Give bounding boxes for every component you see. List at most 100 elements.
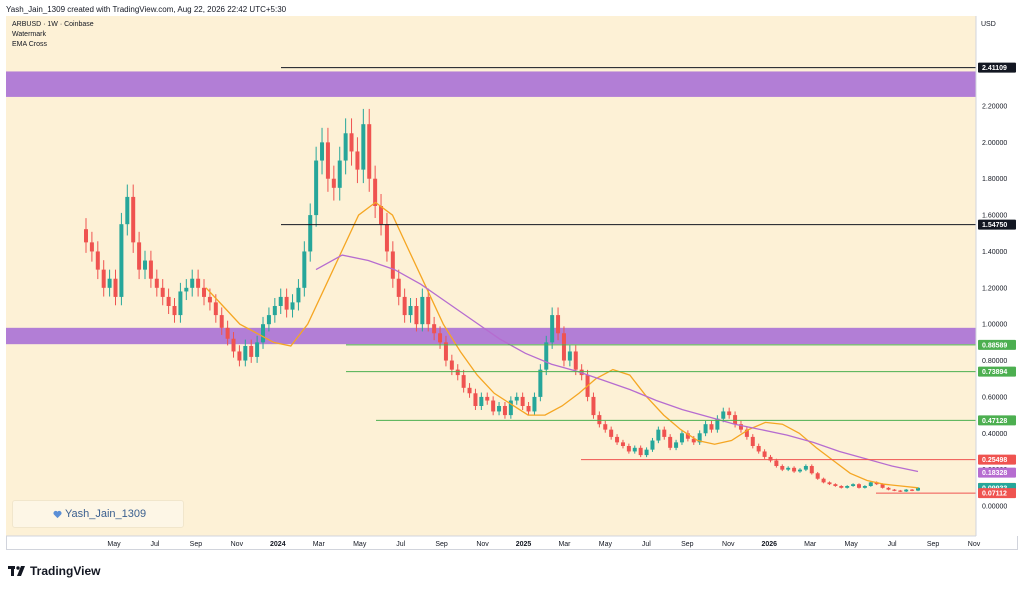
candle-up[interactable]: [420, 296, 425, 325]
candle-down[interactable]: [101, 269, 106, 288]
candle-up[interactable]: [538, 369, 543, 397]
candle-down[interactable]: [727, 411, 732, 416]
candle-down[interactable]: [485, 396, 490, 401]
candle-down[interactable]: [325, 142, 330, 179]
candle-down[interactable]: [467, 387, 472, 394]
candle-down[interactable]: [668, 436, 673, 448]
candle-up[interactable]: [544, 342, 549, 370]
candle-down[interactable]: [691, 438, 696, 443]
candle-up[interactable]: [916, 487, 920, 491]
candle-down[interactable]: [738, 424, 743, 430]
candle-up[interactable]: [261, 324, 266, 343]
candle-down[interactable]: [898, 490, 903, 492]
candle-up[interactable]: [190, 278, 195, 288]
candle-down[interactable]: [237, 351, 242, 361]
candle-up[interactable]: [178, 291, 183, 316]
candle-down[interactable]: [284, 296, 289, 310]
candle-down[interactable]: [355, 151, 360, 170]
candle-down[interactable]: [886, 487, 891, 490]
candle-down[interactable]: [827, 482, 832, 485]
candle-up[interactable]: [255, 342, 260, 357]
candle-down[interactable]: [432, 324, 437, 334]
candle-up[interactable]: [632, 447, 637, 452]
candle-down[interactable]: [331, 178, 336, 188]
candle-up[interactable]: [479, 396, 484, 406]
candle-down[interactable]: [597, 415, 602, 425]
candle-down[interactable]: [225, 327, 230, 339]
candle-down[interactable]: [137, 242, 142, 270]
legend-ema-cross[interactable]: EMA Cross: [12, 41, 48, 48]
candle-down[interactable]: [443, 342, 448, 361]
currency-label[interactable]: USD: [981, 21, 996, 28]
candle-up[interactable]: [845, 486, 850, 488]
candle-down[interactable]: [402, 296, 407, 316]
candle-down[interactable]: [166, 296, 171, 306]
candle-up[interactable]: [697, 433, 702, 443]
candle-down[interactable]: [620, 442, 625, 446]
candle-up[interactable]: [266, 315, 271, 325]
candle-up[interactable]: [107, 278, 112, 288]
candle-up[interactable]: [408, 306, 413, 316]
candle-down[interactable]: [609, 429, 614, 437]
candle-down[interactable]: [426, 296, 431, 325]
candle-down[interactable]: [809, 466, 814, 474]
candle-up[interactable]: [904, 489, 909, 492]
candle-up[interactable]: [532, 396, 537, 412]
candle-up[interactable]: [803, 466, 808, 470]
candle-up[interactable]: [143, 260, 148, 270]
candle-down[interactable]: [821, 478, 826, 483]
candle-down[interactable]: [202, 287, 207, 297]
candle-down[interactable]: [662, 429, 667, 437]
candle-down[interactable]: [160, 287, 165, 297]
candle-down[interactable]: [89, 242, 94, 252]
candle-down[interactable]: [154, 278, 159, 288]
candle-down[interactable]: [603, 424, 608, 430]
candle-up[interactable]: [337, 160, 342, 188]
candle-up[interactable]: [868, 482, 873, 486]
candle-down[interactable]: [414, 306, 419, 325]
candle-down[interactable]: [131, 196, 136, 243]
candle-up[interactable]: [514, 396, 519, 401]
candle-down[interactable]: [833, 484, 838, 486]
candle-up[interactable]: [184, 287, 189, 292]
candle-up[interactable]: [703, 424, 708, 434]
candle-down[interactable]: [95, 251, 100, 270]
candle-down[interactable]: [762, 451, 767, 457]
candle-down[interactable]: [213, 302, 218, 316]
candle-down[interactable]: [219, 315, 224, 328]
candle-down[interactable]: [910, 489, 915, 491]
candle-down[interactable]: [856, 484, 861, 488]
candle-down[interactable]: [449, 360, 454, 370]
candle-up[interactable]: [715, 418, 720, 430]
candle-up[interactable]: [550, 315, 555, 343]
candle-up[interactable]: [290, 302, 295, 310]
candle-down[interactable]: [148, 260, 153, 279]
candle-up[interactable]: [650, 440, 655, 450]
candle-down[interactable]: [591, 396, 596, 416]
candle-down[interactable]: [113, 278, 118, 297]
candle-up[interactable]: [721, 411, 726, 419]
candle-down[interactable]: [839, 486, 844, 488]
candle-down[interactable]: [84, 229, 88, 243]
candle-down[interactable]: [638, 447, 643, 456]
legend-symbol[interactable]: ARBUSD · 1W · Coinbase: [12, 21, 94, 28]
candle-down[interactable]: [379, 206, 384, 225]
candle-down[interactable]: [249, 346, 254, 357]
candle-up[interactable]: [644, 449, 649, 456]
candle-down[interactable]: [520, 396, 525, 406]
candle-down[interactable]: [880, 484, 885, 488]
candle-down[interactable]: [792, 467, 797, 472]
candle-down[interactable]: [626, 446, 631, 452]
candle-up[interactable]: [674, 442, 679, 448]
tradingview-brand[interactable]: TradingView: [8, 563, 100, 579]
candle-down[interactable]: [367, 124, 372, 179]
candle-down[interactable]: [573, 351, 578, 370]
candle-down[interactable]: [874, 482, 879, 485]
candle-down[interactable]: [461, 375, 466, 388]
candle-up[interactable]: [567, 351, 572, 361]
candle-down[interactable]: [396, 278, 401, 297]
candle-down[interactable]: [526, 406, 531, 412]
candle-up[interactable]: [308, 215, 313, 252]
candle-up[interactable]: [797, 469, 802, 472]
candle-up[interactable]: [119, 224, 124, 297]
